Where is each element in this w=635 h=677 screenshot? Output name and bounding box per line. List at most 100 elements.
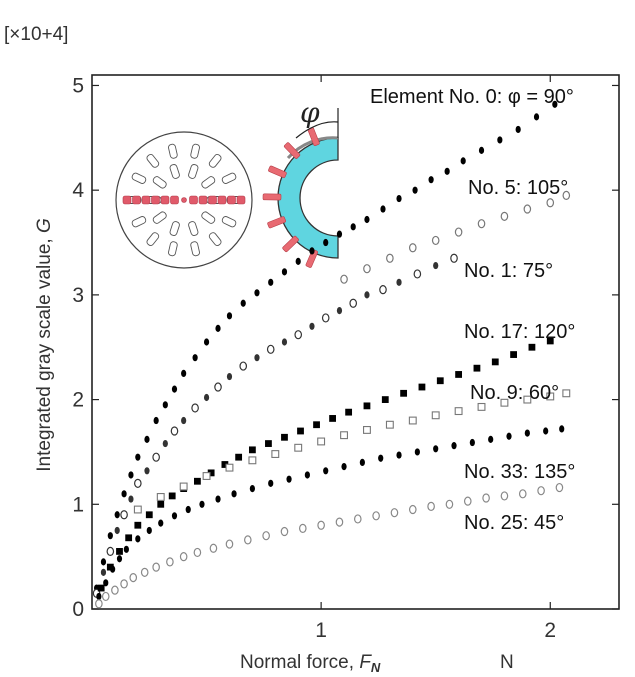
series-6-point <box>95 599 103 609</box>
series-5-point <box>215 495 221 503</box>
series-5-point <box>268 479 274 487</box>
data-points <box>92 100 571 609</box>
series-0-point <box>396 194 402 203</box>
series-4-point <box>408 416 417 425</box>
series-2-point <box>106 546 115 557</box>
wheel-slot <box>152 176 167 189</box>
series-2-point <box>379 285 387 295</box>
annotation-no-17: No. 17: 120° <box>464 321 575 343</box>
series-4-point <box>454 407 463 416</box>
series-1-point <box>386 253 394 263</box>
series-3-point <box>221 461 229 468</box>
series-5-point <box>488 435 494 443</box>
y-tick-label: 0 <box>72 598 84 621</box>
series-6-point <box>244 535 252 545</box>
series-3-point <box>510 351 517 358</box>
series-4-point <box>431 411 440 420</box>
annotation-no-33: No. 33: 135° <box>464 461 575 483</box>
series-6-point <box>129 572 138 583</box>
series-6-point <box>179 552 188 562</box>
series-6-point <box>372 511 380 521</box>
series-2-point <box>191 403 199 413</box>
series-5-point <box>414 448 420 456</box>
series-5-point <box>116 555 123 563</box>
series-5-point <box>110 565 116 573</box>
red-element <box>227 195 236 205</box>
series-6-point <box>166 557 174 567</box>
series-0-point <box>162 401 168 409</box>
series-4-point <box>202 472 211 480</box>
red-element <box>236 195 246 205</box>
series-1-point <box>363 264 371 274</box>
series-3-point <box>168 492 176 500</box>
series-6-point <box>152 562 160 572</box>
series-0-point <box>309 247 315 255</box>
series-3-point <box>97 584 105 592</box>
series-6-point <box>500 491 509 501</box>
series-0-point <box>240 299 246 307</box>
series-2-point <box>254 354 260 362</box>
y-tick-label: 2 <box>72 389 84 412</box>
red-element <box>151 195 160 205</box>
series-3-point <box>194 477 201 485</box>
series-4-point <box>500 398 509 407</box>
element-arc-icon <box>262 108 339 268</box>
series-6-point <box>335 517 344 527</box>
series-3-point <box>134 521 142 529</box>
series-3-point <box>381 396 389 403</box>
wheel-slot <box>208 154 222 168</box>
series-0-point <box>203 338 210 346</box>
series-2-point <box>281 338 288 346</box>
series-4-point <box>385 420 394 429</box>
series-5-point <box>469 438 475 447</box>
series-3-point <box>281 433 288 441</box>
series-2-point <box>266 344 275 354</box>
series-3-point <box>116 548 123 555</box>
series-5-point <box>524 429 530 437</box>
series-2-point <box>162 439 168 448</box>
series-3-point <box>418 383 426 391</box>
wheel-slot <box>169 221 180 236</box>
series-5-point <box>396 451 402 459</box>
series-0-point <box>114 511 120 519</box>
series-0-point <box>107 532 113 540</box>
series-6-point <box>101 591 110 602</box>
series-0-point <box>323 238 329 247</box>
series-5-point <box>433 445 439 453</box>
series-3-point <box>546 337 554 345</box>
series-4-point <box>477 402 486 411</box>
red-element <box>217 195 227 205</box>
y-tick-label: 4 <box>72 179 84 202</box>
red-element <box>189 195 198 205</box>
annotation-no-25: No. 25: 45° <box>464 512 564 534</box>
series-5-point <box>199 500 205 508</box>
series-3-point <box>313 421 320 429</box>
series-0-point <box>364 215 370 224</box>
series-0-point <box>336 230 343 238</box>
x-tick-label: 1 <box>315 619 327 642</box>
series-4-point <box>271 450 280 458</box>
series-3-point <box>265 440 272 447</box>
series-0-point <box>478 146 485 154</box>
plot-frame <box>91 74 620 610</box>
axis-ticks <box>92 75 619 610</box>
y-tick-label: 5 <box>72 74 84 97</box>
series-6-point <box>353 514 362 524</box>
series-6-point <box>225 539 234 549</box>
series-6-point <box>262 531 270 541</box>
red-element <box>122 195 132 205</box>
x-axis-unit: N <box>500 652 514 673</box>
series-3-point <box>207 469 215 477</box>
series-6-point <box>427 501 435 511</box>
series-0-point <box>552 100 558 108</box>
series-2-point <box>396 278 402 286</box>
arc-tab <box>262 193 282 201</box>
series-5-point <box>123 545 129 553</box>
series-3-point <box>345 408 353 416</box>
wheel-slot <box>146 232 160 246</box>
series-3-point <box>491 358 499 366</box>
series-5-point <box>559 425 565 433</box>
red-element <box>170 195 179 205</box>
wheel-slot <box>190 143 200 159</box>
series-2-point <box>309 322 315 330</box>
